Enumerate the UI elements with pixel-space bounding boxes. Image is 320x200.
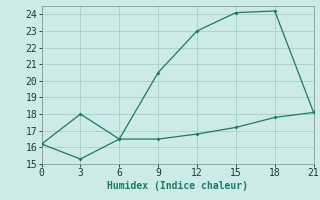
X-axis label: Humidex (Indice chaleur): Humidex (Indice chaleur): [107, 181, 248, 191]
